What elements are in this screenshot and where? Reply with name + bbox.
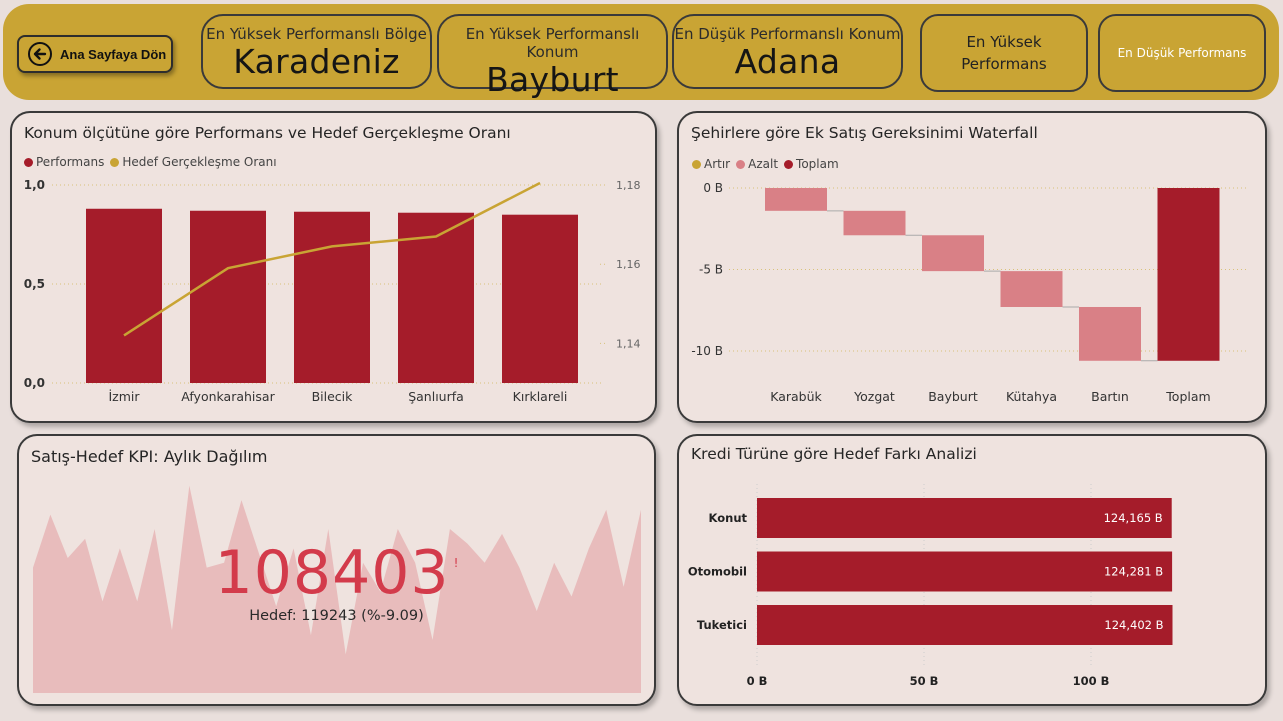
- data-label: 124,165 B: [1104, 511, 1163, 525]
- y-tick-label: -5 B: [699, 263, 723, 277]
- kpi-label: En Düşük Performanslı Konum: [674, 25, 901, 43]
- panel-title: Konum ölçütüne göre Performans ve Hedef …: [24, 124, 511, 142]
- waterfall-chart: 0 B -5 B -10 B Karabük Yozgat Bayburt Kütahya B…: [691, 181, 1249, 404]
- bar-decrease: [765, 188, 827, 211]
- nav-button-label: En Düşük Performans: [1117, 46, 1247, 60]
- bar-decrease: [843, 210, 906, 236]
- kpi-goal: Hedef: 119243 (%-9.09): [249, 608, 424, 624]
- top-performance-button[interactable]: En Yüksek Performans: [920, 14, 1088, 92]
- kpi-value: Adana: [734, 42, 841, 81]
- y-tick-left: 1,0: [24, 178, 45, 192]
- kpi-top-region: En Yüksek Performanslı Bölge Karadeniz: [201, 14, 432, 89]
- kpi-main-value: 108403!: [19, 538, 654, 608]
- y-tick-label: 0 B: [703, 181, 723, 195]
- bar-performance: [190, 210, 266, 383]
- x-tick-label: Toplam: [1165, 389, 1210, 404]
- monthly-trend-area: [33, 485, 641, 693]
- line-target-ratio: [123, 181, 541, 337]
- y-category-label: Tuketici: [697, 618, 747, 632]
- alert-icon: !: [453, 556, 459, 570]
- performance-chart-panel: Konum ölçütüne göre Performans ve Hedef …: [10, 111, 657, 423]
- y-tick-right: 1,18: [616, 179, 641, 192]
- legend-item[interactable]: Performans: [24, 155, 104, 169]
- arrow-left-icon: [28, 42, 52, 66]
- x-tick-label: 0 B: [747, 674, 768, 688]
- legend-item[interactable]: Artır: [692, 157, 730, 171]
- area-series: [33, 485, 641, 693]
- x-tick-label: Karabük: [770, 389, 822, 404]
- chart-legend: Performans Hedef Gerçekleşme Oranı: [24, 155, 283, 169]
- kpi-top-location: En Yüksek Performanslı Konum Bayburt: [437, 14, 668, 99]
- bar-decrease: [1000, 271, 1063, 307]
- y-tick-right: 1,14: [616, 337, 641, 350]
- bar-total: [1157, 188, 1220, 361]
- x-tick-label: Afyonkarahisar: [181, 389, 275, 404]
- x-tick-label: Kırklareli: [513, 389, 568, 404]
- performance-chart: 0,0 0,5 1,0 1,14 1,16 1,18 İzmir Afyonkarahisar…: [24, 178, 641, 404]
- legend-item[interactable]: Azalt: [736, 157, 778, 171]
- x-tick-label: Bartın: [1091, 389, 1129, 404]
- bar-credit: [757, 605, 1173, 645]
- bar-decrease: [1079, 306, 1141, 361]
- data-label: 124,402 B: [1104, 618, 1163, 632]
- y-category-label: Konut: [709, 511, 748, 525]
- legend-item[interactable]: Hedef Gerçekleşme Oranı: [110, 155, 277, 169]
- panel-title: Kredi Türüne göre Hedef Farkı Analizi: [691, 445, 977, 463]
- x-tick-label: Yozgat: [853, 389, 895, 404]
- legend-label: Azalt: [748, 157, 779, 171]
- x-tick-label: Şanlıurfa: [408, 389, 464, 404]
- waterfall-chart-panel: Şehirlere göre Ek Satış Gereksinimi Wate…: [677, 111, 1267, 423]
- legend-label: Artır: [704, 157, 731, 171]
- kpi-monthly-panel: Satış-Hedef KPI: Aylık Dağılım 108403! H…: [17, 434, 656, 706]
- kpi-bottom-location: En Düşük Performanslı Konum Adana: [672, 14, 903, 89]
- x-tick-label: 50 B: [910, 674, 939, 688]
- back-to-home-button[interactable]: Ana Sayfaya Dön: [17, 35, 173, 73]
- bar-performance: [86, 208, 162, 383]
- bottom-performance-button[interactable]: En Düşük Performans: [1098, 14, 1266, 92]
- data-label: 124,281 B: [1104, 565, 1163, 579]
- credit-type-chart: 0 B 50 B 100 B Konut 124,165 B Otomobil 124,28…: [688, 484, 1173, 688]
- kpi-value: Bayburt: [486, 60, 619, 99]
- header-bar: Ana Sayfaya Dön En Yüksek Performanslı B…: [3, 4, 1279, 100]
- credit-type-panel: Kredi Türüne göre Hedef Farkı Analizi 0 …: [677, 434, 1267, 706]
- back-button-label: Ana Sayfaya Dön: [60, 46, 167, 62]
- chart-legend: Artır Azalt Toplam: [692, 157, 845, 171]
- kpi-label: En Yüksek Performanslı Bölge: [206, 25, 427, 43]
- x-tick-label: 100 B: [1073, 674, 1110, 688]
- bar-performance: [294, 211, 370, 383]
- y-category-label: Otomobil: [688, 565, 747, 579]
- y-tick-left: 0,0: [24, 376, 45, 390]
- legend-label: Performans: [36, 155, 105, 169]
- panel-title: Satış-Hedef KPI: Aylık Dağılım: [31, 447, 268, 466]
- kpi-value: Karadeniz: [233, 42, 400, 81]
- nav-button-label: En Yüksek Performans: [961, 33, 1047, 73]
- x-tick-label: İzmir: [108, 389, 140, 404]
- x-tick-label: Bayburt: [928, 389, 978, 404]
- bar-performance: [502, 214, 578, 383]
- bar-decrease: [922, 235, 984, 272]
- y-tick-left: 0,5: [24, 277, 45, 291]
- legend-item[interactable]: Toplam: [784, 157, 839, 171]
- bar-credit: [757, 551, 1173, 592]
- x-tick-label: Bilecik: [312, 389, 354, 404]
- y-tick-right: 1,16: [616, 258, 641, 271]
- legend-label: Hedef Gerçekleşme Oranı: [122, 155, 277, 169]
- legend-label: Toplam: [796, 157, 839, 171]
- kpi-label: En Yüksek Performanslı Konum: [465, 25, 640, 61]
- x-tick-label: Kütahya: [1006, 389, 1057, 404]
- y-tick-label: -10 B: [691, 344, 723, 358]
- panel-title: Şehirlere göre Ek Satış Gereksinimi Wate…: [691, 124, 1038, 142]
- kpi-value: 108403: [214, 538, 450, 608]
- bar-credit: [757, 498, 1172, 538]
- bar-performance: [398, 212, 474, 383]
